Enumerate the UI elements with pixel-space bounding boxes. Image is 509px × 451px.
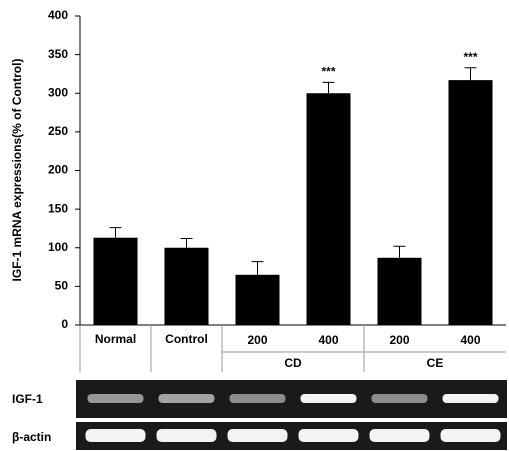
y-tick-label: 400 [48,8,68,22]
y-tick-label: 0 [61,317,68,331]
error-bar [323,82,335,93]
gel-band [299,429,359,442]
y-axis-label: IGF-1 mRNA expressions(% of Control) [10,59,24,282]
y-tick-label: 350 [48,47,68,61]
gel-band [372,394,428,403]
x-tick-label: Control [165,332,208,346]
error-bar [181,238,193,247]
gel-band [228,429,288,442]
bar [377,258,421,325]
bar [235,275,279,325]
y-tick-label: 100 [48,240,68,254]
gel-band [157,429,217,442]
significance-label: *** [321,65,335,79]
gel-band [370,429,430,442]
error-bar [110,228,122,238]
bar [93,238,137,325]
bar [164,248,208,325]
gel-band [301,394,357,403]
error-bar [465,68,477,80]
y-tick-label: 50 [55,279,69,293]
bar [448,80,492,325]
error-bar [394,246,406,258]
y-tick-label: 300 [48,85,68,99]
error-bar [252,262,264,275]
bar [306,93,350,325]
gel-band [86,429,146,442]
x-tick-label: 200 [247,333,267,347]
group-label: CE [427,356,444,370]
gel-label: β-actin [12,430,51,444]
gel-band [441,429,501,442]
group-label: CD [284,356,302,370]
significance-label: *** [463,50,477,64]
x-tick-label: Normal [95,332,136,346]
y-tick-label: 150 [48,201,68,215]
x-tick-label: 400 [318,333,338,347]
gel-band [159,394,215,403]
gel-band [88,394,144,403]
y-tick-label: 200 [48,163,68,177]
y-tick-label: 250 [48,124,68,138]
gel-band [443,394,499,403]
gel-band [230,394,286,403]
gel-label: IGF-1 [12,392,43,406]
chart: IGF-1 mRNA expressions(% of Control) IGF… [0,0,509,451]
x-tick-label: 400 [460,333,480,347]
x-tick-label: 200 [389,333,409,347]
